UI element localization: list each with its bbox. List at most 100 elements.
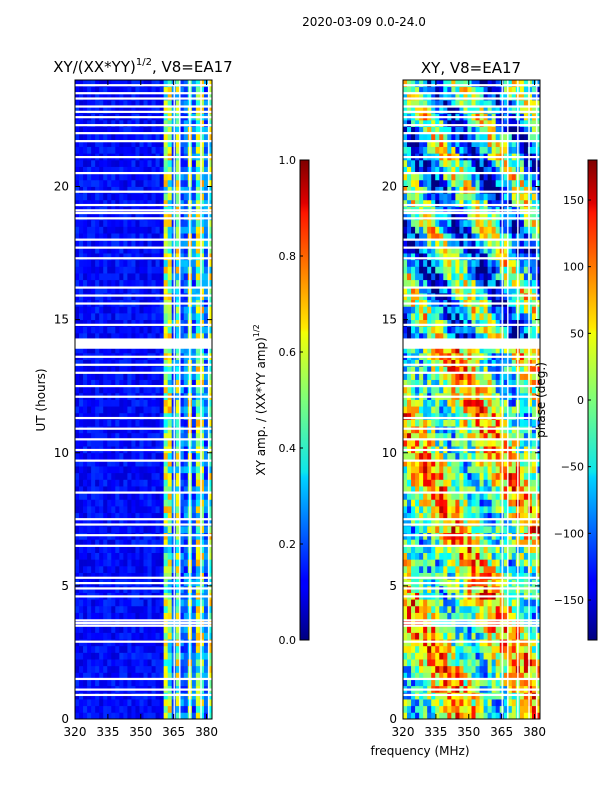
flagged-row [75,116,212,119]
amplitude-ylabel: UT (hours) [34,368,48,431]
flagged-row [75,448,212,452]
flagged-row [75,110,212,113]
flagged-row [75,595,212,598]
flagged-row [403,523,540,526]
flagged-column [200,80,202,719]
flagged-column [506,80,509,719]
flagged-row [403,459,540,462]
flagged-row [75,371,212,374]
flagged-row [75,238,212,241]
flagged-row [403,211,540,215]
x-tick-label: 350 [457,725,480,739]
flagged-row [403,140,540,143]
colorbar-tick-label: −150 [554,594,584,607]
flagged-row [403,323,540,326]
flagged-row [75,132,212,135]
flagged-row [403,124,540,127]
flagged-row [75,257,212,260]
amplitude-heatmap [75,80,213,720]
flagged-column [173,80,176,719]
colorbar-tick-label: 0 [577,394,584,407]
amplitude-colorbar: 0.0 0.2 0.4 0.6 0.8 1.0 XY amp. / (XX*YY amp)… [252,154,310,647]
flagged-row [403,576,540,579]
amplitude-colorbar-gradient [299,159,310,641]
flagged-row [403,92,540,95]
flagged-row [75,97,212,100]
amplitude-panel-title: XY/(XX*YY)1/2, V8=EA17 [53,57,232,76]
flagged-row [75,363,212,366]
flagged-row [403,587,540,590]
flagged-row [403,238,540,241]
colorbar-tick-label: −100 [554,527,584,540]
flagged-row [75,156,212,159]
flagged-row [403,416,540,420]
flagged-row [403,294,540,297]
flagged-row [403,341,540,347]
phase-panel: XY, V8=EA17 320 335 350 365 380 0 5 10 15 20 freq… [370,59,545,758]
flagged-row [403,582,540,585]
flagged-row [75,84,212,87]
flagged-row [75,544,212,547]
phase-xlabel: frequency (MHz) [370,744,469,758]
flagged-row [403,343,540,349]
colorbar-tick-label: 0.2 [279,538,297,551]
flagged-row [75,677,212,681]
y-tick-label: 15 [54,313,69,327]
flagged-column [517,80,519,719]
flagged-row [403,544,540,547]
flagged-row [403,338,540,344]
flagged-row [403,624,540,627]
flagged-row [75,203,212,207]
flagged-row [403,286,540,289]
flagged-row [403,384,540,388]
flagged-row [75,323,212,326]
phase-axes-frame [402,79,541,720]
phase-panel-title: XY, V8=EA17 [421,59,521,77]
flagged-row [75,621,212,625]
flagged-row [75,534,212,537]
flagged-row [75,211,212,215]
x-tick-label: 320 [64,725,87,739]
flagged-row [75,395,212,398]
flagged-row [403,84,540,87]
flagged-row [403,116,540,119]
flagged-row [403,621,540,625]
flagged-row [403,438,540,441]
flagged-row [403,246,540,249]
flagged-row [75,171,212,175]
amplitude-ticks: 320 335 350 365 380 0 5 10 15 20 [54,80,218,739]
flagged-row [75,491,212,494]
x-tick-label: 365 [162,725,185,739]
flagged-row [75,523,212,526]
flagged-row [75,582,212,585]
x-tick-label: 380 [195,725,218,739]
flagged-row [75,140,212,143]
x-tick-label: 350 [129,725,152,739]
y-tick-label: 0 [61,712,69,726]
flagged-column [178,80,181,719]
flagged-row [403,363,540,366]
x-tick-label: 365 [490,725,513,739]
x-tick-label: 380 [523,725,546,739]
phase-ticks: 320 335 350 365 380 0 5 10 15 20 [382,80,546,739]
flagged-row [75,459,212,462]
y-tick-label: 10 [54,446,69,460]
amplitude-colorbar-label: XY amp. / (XX*YY amp)1/2 [252,324,268,475]
flagged-row [403,640,540,643]
flagged-row [75,217,212,220]
flagged-row [75,343,212,349]
y-tick-label: 10 [382,446,397,460]
colorbar-tick-label: 150 [563,194,584,207]
flagged-row [75,427,212,430]
y-tick-label: 15 [382,313,397,327]
flagged-row [75,355,212,358]
phase-colorbar-label: phase (deg.) [534,362,548,438]
flagged-row [403,448,540,452]
flagged-row [75,190,212,193]
flagged-column [535,80,538,719]
flagged-row [75,302,212,305]
x-tick-label: 335 [96,725,119,739]
flagged-row [403,427,540,430]
flagged-row [403,677,540,681]
